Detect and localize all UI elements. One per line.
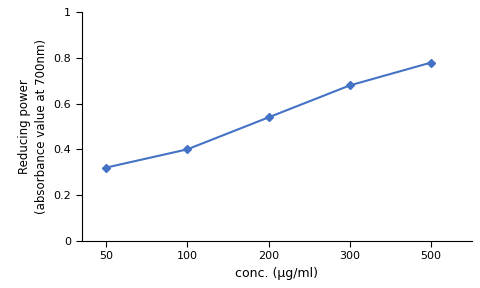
X-axis label: conc. (μg/ml): conc. (μg/ml) bbox=[235, 267, 318, 280]
Y-axis label: Reducing power
(absorbance value at 700nm): Reducing power (absorbance value at 700n… bbox=[18, 39, 48, 214]
